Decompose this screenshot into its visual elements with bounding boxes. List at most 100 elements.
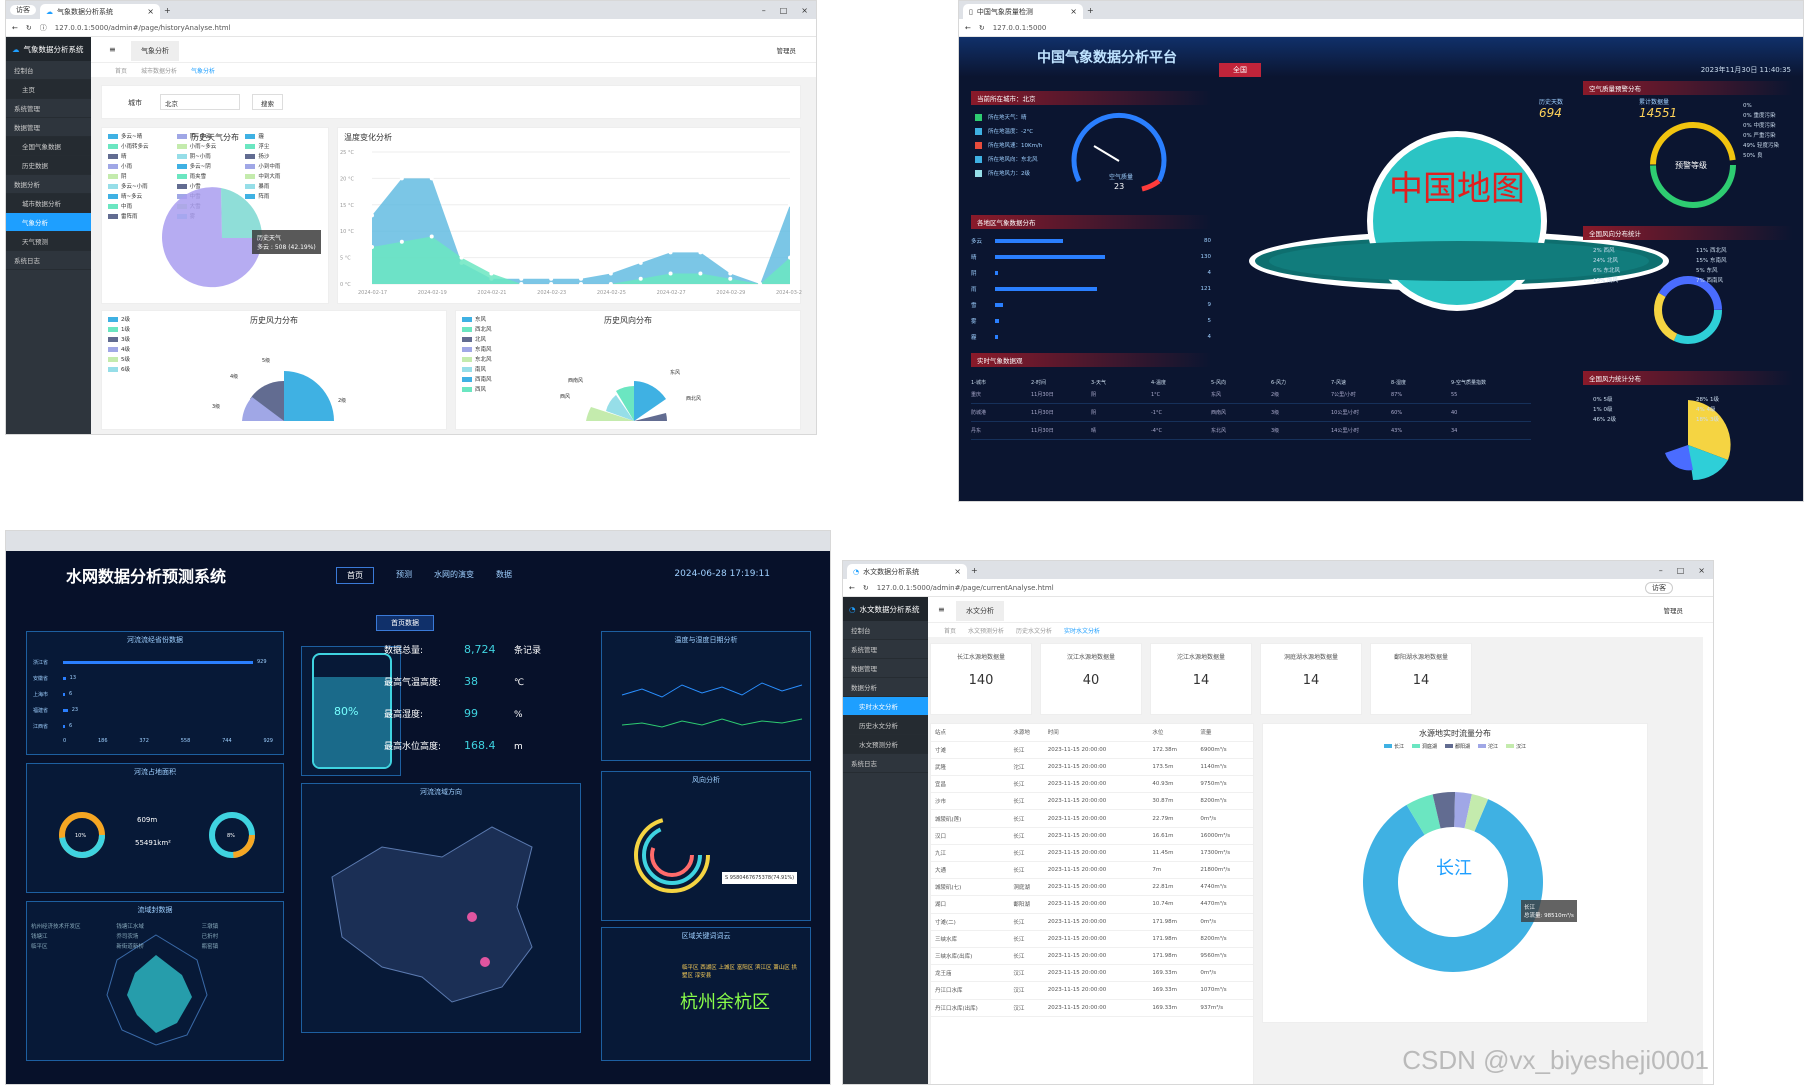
pie-legend-item[interactable]: 洞庭湖 [1411,744,1437,750]
browser-tab[interactable]: ☁ 气象数据分析系统 × [40,4,160,19]
legend-item[interactable]: 小雨~多云 [176,142,240,152]
table-row[interactable]: 城陵矶(莲) 长江 2023-11-15 20:00:00 22.79m 0m³/s [931,809,1253,828]
table-row[interactable]: 沙市 长江 2023-11-15 20:00:00 30.87m 8200m³/s [931,792,1253,811]
legend-item[interactable]: 西北风 [462,325,492,335]
table-row[interactable]: 三峡水库 长江 2023-11-15 20:00:00 171.98m 8200m³/s [931,930,1253,948]
legend-item[interactable]: 西风 [462,385,492,395]
url-field[interactable]: 127.0.0.1:5000 [992,23,1047,32]
legend-item[interactable]: 西南风 [462,375,492,385]
data-point[interactable] [370,213,374,218]
data-point[interactable] [728,276,733,281]
reload-icon[interactable]: ↻ [25,23,32,32]
data-point[interactable] [668,271,673,276]
data-point[interactable] [788,255,792,260]
reload-icon[interactable]: ↻ [978,23,985,32]
data-point[interactable] [668,250,673,255]
crumb[interactable]: 水文预测分析 [968,627,1005,635]
region-bar[interactable] [995,239,1063,243]
menu-data[interactable]: 数据管理 [6,118,91,137]
pie-slice[interactable] [1454,792,1472,829]
menu-console[interactable]: 控制台 [6,61,91,80]
menu-forecast[interactable]: 水文预测分析 [843,735,928,754]
browser-tab[interactable]: ▯ 中国气象质量检测 × [963,4,1083,19]
menu-logs[interactable]: 系统日志 [6,251,91,270]
river-bar[interactable] [63,692,65,696]
legend-item[interactable]: 小雨 [108,162,171,172]
data-point[interactable] [429,176,434,181]
search-button[interactable]: 搜索 [252,94,283,110]
menu-console[interactable]: 控制台 [843,621,928,640]
legend-item[interactable]: 晴~多云 [108,192,171,202]
new-tab-icon[interactable]: + [1087,5,1094,15]
data-point[interactable] [370,245,374,250]
nav-1[interactable]: 预测 [396,570,412,579]
city-select[interactable]: 北京 [160,94,240,110]
menu-history-data[interactable]: 历史数据 [6,156,91,175]
legend-item[interactable]: 东北风 [462,355,492,365]
window-close-icon[interactable]: × [1698,565,1705,575]
btn-national[interactable]: 全国 [1219,63,1261,77]
river-bar[interactable] [63,660,253,664]
legend-item[interactable]: 东南风 [462,345,492,355]
data-point[interactable] [638,260,643,265]
menu-national-data[interactable]: 全国气象数据 [6,137,91,156]
legend-item[interactable]: 中雨 [108,202,171,212]
data-point[interactable] [519,282,524,286]
new-tab-icon[interactable]: + [971,565,978,575]
profile-chip[interactable]: 访客 [10,5,36,15]
menu-system[interactable]: 系统管理 [843,640,928,659]
legend-item[interactable]: 东风 [462,315,492,325]
region-bar[interactable] [995,287,1098,291]
top-tab[interactable]: 水文分析 [956,601,1004,621]
menu-realtime[interactable]: 实时水文分析 [843,697,928,716]
legend-item[interactable]: 3级 [108,335,130,345]
legend-item[interactable]: 扬沙 [245,152,308,162]
legend-item[interactable]: 晴 [108,152,171,162]
new-tab-icon[interactable]: + [164,5,171,15]
crumb[interactable]: 历史水文分析 [1016,627,1053,635]
region-bar[interactable] [995,319,1000,323]
table-row[interactable]: 三峡水库(出库) 长江 2023-11-15 20:00:00 171.98m 9560… [931,947,1253,966]
data-point[interactable] [758,282,763,286]
maximize-icon[interactable]: □ [779,5,788,15]
legend-item[interactable]: 小到中雨 [245,162,308,172]
back-icon[interactable]: ← [849,583,855,592]
legend-item[interactable]: 暴雨 [245,182,308,192]
window-close-icon[interactable]: × [801,5,808,15]
minimize-icon[interactable]: – [1658,565,1663,575]
data-point[interactable] [608,282,613,286]
nav-2[interactable]: 水网的演变 [434,570,474,579]
data-point[interactable] [788,202,792,207]
legend-item[interactable]: 2级 [108,315,130,325]
table-row[interactable]: 丹江口水库 汉江 2023-11-15 20:00:00 169.33m 1070m³/… [931,981,1253,1000]
table-row[interactable]: 汉口 长江 2023-11-15 20:00:00 16.61m 16000m³/s [931,827,1253,845]
pie-legend-item[interactable]: 鄱阳湖 [1444,744,1470,750]
data-point[interactable] [429,234,434,239]
nav-3[interactable]: 数据 [496,570,512,579]
legend-item[interactable]: 4级 [108,345,130,355]
menu-weather-analysis[interactable]: 气象分析 [6,213,91,232]
pie-slice[interactable] [1406,794,1441,835]
legend-item[interactable]: 5级 [108,355,130,365]
legend-item[interactable]: 雷阵雨 [108,212,171,222]
data-point[interactable] [399,176,404,181]
table-row[interactable]: 武隆 沱江 2023-11-15 20:00:00 173.5m 1140m³/s [931,758,1253,777]
crumb-weather[interactable]: 气象分析 [191,67,216,75]
table-row[interactable]: 寸滩 长江 2023-11-15 20:00:00 172.38m 6900m³/s [931,741,1253,759]
back-icon[interactable]: ← [965,23,971,32]
table-row[interactable]: 城陵矶(七) 洞庭湖 2023-11-15 20:00:00 22.81m 4740m³… [931,878,1253,897]
crumb-city[interactable]: 城市数据分析 [141,67,178,75]
url-field[interactable]: 127.0.0.1:5000/admin#/page/historyAnalys… [54,23,231,32]
legend-item[interactable]: 中到大雨 [245,172,308,182]
profile-chip[interactable]: 访客 [1645,581,1673,594]
table-row[interactable]: 龙王庙 汉江 2023-11-15 20:00:00 169.33m 0m³/s [931,964,1253,983]
table-row[interactable]: 寸滩(二) 长江 2023-11-15 20:00:00 171.98m 0m³/s [931,913,1253,931]
legend-item[interactable]: 北风 [462,335,492,345]
data-point[interactable] [549,276,554,281]
table-row[interactable]: 九江 长江 2023-11-15 20:00:00 11.45m 17300m³/s [931,844,1253,863]
data-point[interactable] [579,276,583,281]
region-bar[interactable] [995,303,1003,307]
back-icon[interactable]: ← [12,23,18,32]
pie-legend-item[interactable]: 沱江 [1478,744,1498,750]
browser-tab[interactable]: ◔ 水文数据分析系统 × [847,564,967,579]
